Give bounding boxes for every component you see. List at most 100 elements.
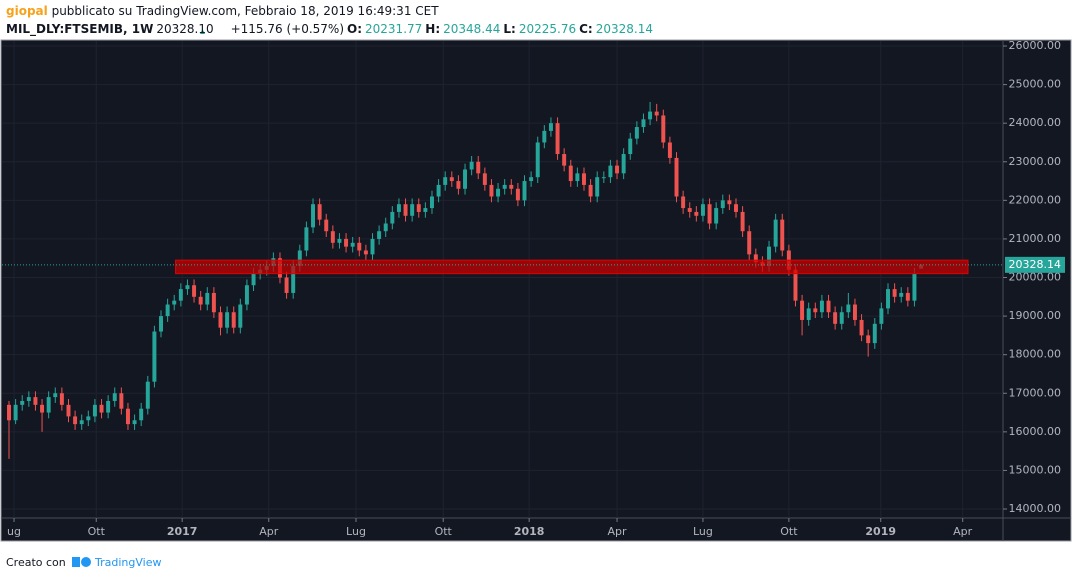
published: pubblicato su TradingView.com, Febbraio …: [51, 4, 439, 18]
candle-body: [92, 404, 97, 417]
x-tick-label: 2018: [514, 525, 545, 538]
candle-body: [469, 161, 474, 170]
candle-body: [562, 154, 567, 166]
candle-body: [66, 404, 71, 417]
footer-brand[interactable]: TradingView: [94, 556, 161, 569]
candle-body: [218, 312, 223, 328]
candle-body: [211, 292, 216, 313]
candle-body: [833, 312, 838, 324]
candle-body: [747, 231, 752, 255]
candle-body: [410, 204, 415, 216]
candle-body: [192, 285, 197, 297]
candle-body: [139, 408, 144, 421]
y-tick-label: 21000.00: [1009, 232, 1062, 245]
candle-body: [112, 393, 117, 401]
candle-body: [383, 223, 388, 232]
candle-body: [872, 323, 877, 344]
candle-body: [892, 289, 897, 297]
candle-body: [357, 242, 362, 251]
candle-body: [350, 242, 355, 247]
candle-body: [793, 269, 798, 301]
candle-body: [119, 393, 124, 409]
last-price-box: [1005, 256, 1065, 273]
candle-body: [416, 204, 421, 212]
candle-body: [826, 300, 831, 313]
l-value: 20225.76: [518, 22, 577, 36]
candle-body: [106, 400, 111, 413]
tv-logo: [72, 557, 91, 567]
candle-body: [601, 177, 606, 179]
candle-body: [324, 219, 329, 232]
candle-body: [165, 304, 170, 317]
candle-body: [555, 123, 560, 155]
candle-body: [185, 285, 190, 290]
candle-body: [707, 204, 712, 224]
h-label: H:: [425, 22, 441, 36]
x-tick-label: Lug: [693, 525, 713, 538]
candle-body: [456, 181, 461, 189]
candle-body: [423, 208, 428, 212]
candle-body: [899, 292, 904, 297]
candle-body: [172, 300, 177, 305]
candle-body: [866, 335, 871, 344]
symbol: MIL_DLY:FTSEMIB, 1W: [6, 22, 154, 36]
candle-body: [244, 285, 249, 305]
candle-body: [767, 246, 772, 266]
candle-body: [463, 169, 468, 189]
candle-body: [370, 238, 375, 255]
y-tick-label: 18000.00: [1009, 348, 1062, 361]
candle-body: [317, 204, 322, 220]
candle-body: [152, 331, 157, 382]
candle-body: [548, 123, 553, 131]
candle-body: [443, 177, 448, 185]
candle-body: [905, 292, 910, 301]
change: +115.76 (+0.57%): [230, 22, 345, 36]
candle-body: [912, 273, 917, 301]
candle-body: [502, 184, 507, 189]
candle-body: [674, 157, 679, 197]
candle-body: [582, 173, 586, 185]
candle-body: [714, 208, 719, 224]
up-arrow: [200, 29, 205, 34]
candle-body: [198, 296, 203, 305]
y-tick-label: 23000.00: [1009, 155, 1062, 168]
candle-body: [634, 127, 639, 139]
price: 20328.10: [156, 22, 214, 36]
y-tick-label: 20000.00: [1009, 271, 1062, 284]
y-tick-label: 15000.00: [1009, 463, 1062, 476]
candle-body: [720, 200, 725, 209]
candle-body: [429, 196, 434, 209]
candle-body: [79, 420, 84, 425]
candle-body: [40, 404, 45, 413]
candle-body: [205, 292, 210, 305]
candle-body: [251, 273, 256, 286]
candle-body: [46, 397, 51, 413]
candle-body: [641, 119, 646, 128]
o-label: O:: [347, 22, 363, 36]
y-tick-label: 14000.00: [1009, 502, 1062, 515]
candle-body: [727, 200, 732, 205]
y-tick-label: 26000.00: [1009, 39, 1062, 52]
h-value: 20348.44: [443, 22, 501, 36]
candle-body: [13, 404, 18, 421]
candle-body: [53, 393, 58, 398]
c-label: C:: [579, 22, 593, 36]
candle-body: [509, 184, 514, 189]
candle-body: [852, 304, 857, 320]
x-tick-label: 2017: [167, 525, 198, 538]
support-zone: [175, 259, 969, 275]
x-tick-label: ug: [7, 525, 21, 538]
candle-body: [819, 300, 824, 313]
candle-body: [344, 238, 349, 247]
candle-body: [291, 265, 296, 293]
candle-body: [390, 211, 395, 224]
y-tick-label: 17000.00: [1009, 386, 1062, 399]
user[interactable]: giopal: [6, 4, 48, 18]
candle-body: [734, 204, 738, 212]
candle-body: [615, 165, 620, 174]
header-line-1: giopal pubblicato su TradingView.com, Fe…: [6, 4, 442, 18]
grid: [2, 41, 1003, 518]
candle-body: [681, 196, 686, 209]
candle-body: [284, 277, 289, 293]
candle-body: [700, 204, 705, 216]
